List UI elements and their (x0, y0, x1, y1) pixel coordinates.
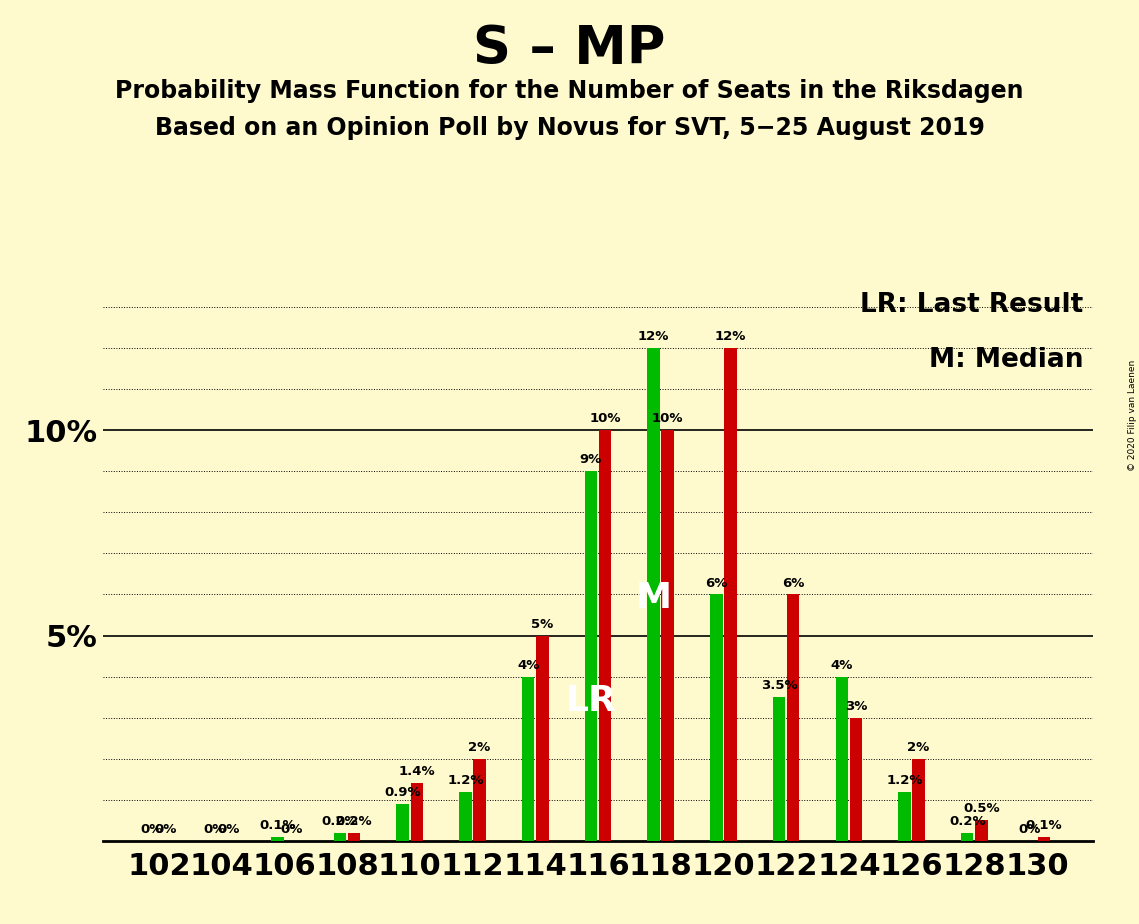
Text: 1.2%: 1.2% (448, 773, 484, 786)
Text: 12%: 12% (715, 330, 746, 343)
Text: M: M (636, 581, 672, 615)
Bar (836, 676, 849, 841)
Bar (647, 348, 659, 841)
Bar (899, 792, 911, 841)
Text: M: Median: M: Median (929, 347, 1083, 373)
Text: 4%: 4% (517, 659, 540, 672)
Text: 2%: 2% (468, 741, 491, 754)
Bar (459, 792, 472, 841)
Bar (271, 837, 284, 841)
Text: LR: LR (565, 684, 616, 718)
Text: 2%: 2% (908, 741, 929, 754)
Bar (599, 431, 612, 841)
Text: 0%: 0% (1018, 823, 1041, 836)
Text: 0.1%: 0.1% (1026, 819, 1063, 832)
Text: 1.4%: 1.4% (399, 765, 435, 778)
Bar (961, 833, 974, 841)
Text: © 2020 Filip van Laenen: © 2020 Filip van Laenen (1128, 360, 1137, 471)
Bar (787, 594, 800, 841)
Text: 3%: 3% (845, 699, 867, 712)
Bar (334, 833, 346, 841)
Bar (536, 636, 549, 841)
Bar (912, 759, 925, 841)
Text: 5%: 5% (531, 617, 554, 630)
Text: 12%: 12% (638, 330, 670, 343)
Bar (724, 348, 737, 841)
Text: 0.2%: 0.2% (949, 815, 985, 828)
Text: 6%: 6% (705, 577, 728, 590)
Text: 6%: 6% (782, 577, 804, 590)
Bar (1038, 837, 1050, 841)
Text: 0.9%: 0.9% (385, 786, 421, 799)
Bar (662, 431, 674, 841)
Text: S – MP: S – MP (474, 23, 665, 75)
Text: 0.2%: 0.2% (336, 815, 372, 828)
Bar (474, 759, 486, 841)
Text: 0%: 0% (155, 823, 178, 836)
Text: LR: Last Result: LR: Last Result (860, 292, 1083, 318)
Text: 1.2%: 1.2% (886, 773, 923, 786)
Text: 10%: 10% (589, 412, 621, 425)
Text: 4%: 4% (830, 659, 853, 672)
Text: 0.5%: 0.5% (962, 802, 1000, 815)
Bar (396, 804, 409, 841)
Text: Based on an Opinion Poll by Novus for SVT, 5−25 August 2019: Based on an Opinion Poll by Novus for SV… (155, 116, 984, 140)
Bar (975, 821, 988, 841)
Bar (710, 594, 722, 841)
Bar (772, 697, 786, 841)
Text: 0%: 0% (280, 823, 303, 836)
Text: 0%: 0% (218, 823, 240, 836)
Text: 9%: 9% (580, 454, 603, 467)
Text: 0%: 0% (141, 823, 163, 836)
Text: 0%: 0% (204, 823, 226, 836)
Bar (410, 784, 424, 841)
Text: Probability Mass Function for the Number of Seats in the Riksdagen: Probability Mass Function for the Number… (115, 79, 1024, 103)
Text: 0.2%: 0.2% (321, 815, 359, 828)
Bar (347, 833, 360, 841)
Bar (584, 471, 597, 841)
Text: 10%: 10% (652, 412, 683, 425)
Bar (850, 718, 862, 841)
Text: 3.5%: 3.5% (761, 679, 797, 692)
Bar (522, 676, 534, 841)
Text: 0.1%: 0.1% (259, 819, 296, 832)
